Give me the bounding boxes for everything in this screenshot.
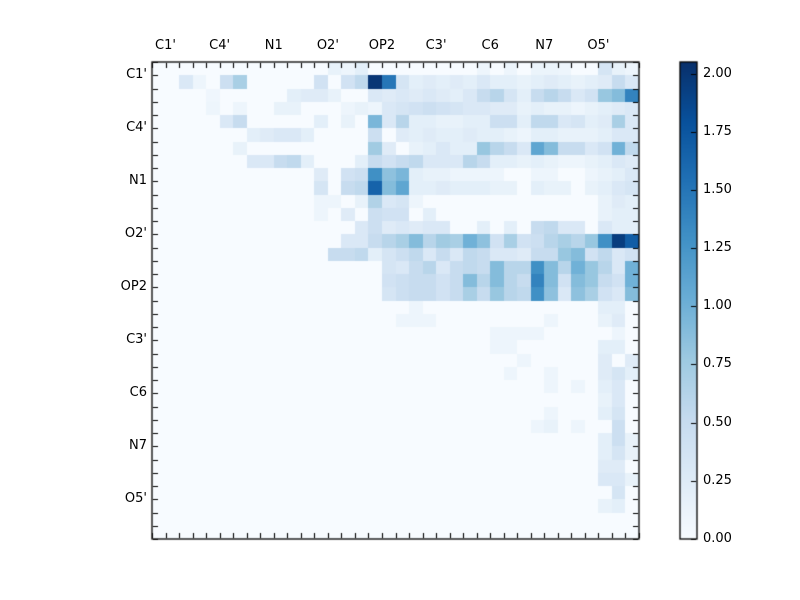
y-tick-label-C3': C3' (126, 332, 147, 348)
x-tick-label-O5': O5' (587, 38, 610, 53)
y-tick-label-N1: N1 (129, 173, 147, 189)
x-tick-label-OP2: OP2 (368, 38, 396, 53)
y-tick-label-OP2: OP2 (120, 279, 147, 295)
x-tick-label-C1': C1' (155, 38, 176, 53)
x-tick-label-C3': C3' (425, 38, 447, 53)
x-tick-label-N7: N7 (535, 38, 554, 53)
colorbar-tick-label-0.25: 0.25 (703, 472, 732, 488)
y-tick-label-C6: C6 (129, 385, 147, 401)
colorbar-tick-label-0.00: 0.00 (703, 531, 732, 546)
y-tick-label-C4': C4' (126, 120, 147, 136)
x-tick-label-N1: N1 (264, 38, 283, 53)
x-tick-label-C6: C6 (481, 38, 499, 53)
colorbar-tick-label-0.75: 0.75 (703, 356, 732, 372)
colorbar-tick-label-2.00: 2.00 (703, 65, 732, 81)
y-tick-label-O2': O2' (124, 226, 147, 242)
colorbar-tick-label-0.50: 0.50 (703, 414, 732, 430)
y-tick-label-O5': O5' (124, 491, 147, 507)
y-tick-label-N7: N7 (129, 438, 147, 454)
colorbar-tick-label-1.25: 1.25 (703, 240, 732, 256)
x-tick-label-C4': C4' (209, 38, 231, 53)
colorbar-tick-label-1.75: 1.75 (703, 123, 732, 139)
colorbar-tick-label-1.00: 1.00 (703, 298, 732, 314)
colorbar-tick-label-1.50: 1.50 (703, 181, 732, 197)
y-tick-label-C1': C1' (126, 67, 147, 83)
x-tick-label-O2': O2' (316, 38, 339, 53)
